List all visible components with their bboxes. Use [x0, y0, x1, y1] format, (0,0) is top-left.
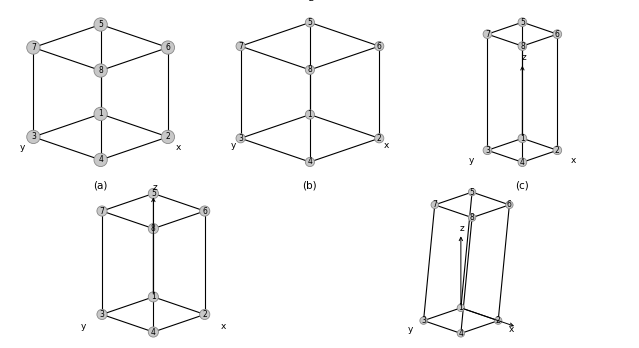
Text: z: z	[459, 224, 465, 233]
Circle shape	[518, 42, 527, 50]
Text: 7: 7	[433, 200, 437, 209]
Circle shape	[199, 206, 210, 216]
Text: 1: 1	[98, 109, 103, 118]
Text: 7: 7	[31, 43, 36, 52]
Text: 4: 4	[307, 158, 312, 166]
Text: x: x	[509, 325, 514, 334]
Circle shape	[97, 206, 107, 216]
Circle shape	[27, 41, 40, 54]
Circle shape	[483, 146, 492, 155]
Text: 5: 5	[470, 188, 475, 197]
Circle shape	[97, 309, 107, 319]
Text: 6: 6	[507, 200, 512, 209]
Text: 4: 4	[458, 329, 463, 338]
Text: 1: 1	[307, 110, 312, 119]
Text: (b): (b)	[303, 181, 317, 191]
Circle shape	[305, 65, 314, 74]
Circle shape	[374, 134, 384, 143]
Circle shape	[148, 188, 158, 199]
Text: 5: 5	[520, 18, 525, 27]
Circle shape	[161, 41, 174, 54]
Circle shape	[148, 223, 158, 234]
Circle shape	[518, 134, 527, 143]
Circle shape	[468, 188, 476, 196]
Text: x: x	[220, 322, 226, 331]
Circle shape	[94, 153, 107, 167]
Circle shape	[468, 214, 476, 221]
Text: 4: 4	[151, 327, 156, 337]
Text: 2: 2	[496, 316, 500, 325]
Text: z: z	[309, 0, 314, 3]
Text: 5: 5	[98, 20, 103, 29]
Circle shape	[305, 157, 314, 167]
Text: 2: 2	[203, 310, 207, 319]
Text: y: y	[469, 156, 474, 165]
Text: (a): (a)	[93, 181, 108, 191]
Circle shape	[457, 304, 465, 311]
Text: 8: 8	[470, 213, 474, 222]
Text: 7: 7	[100, 207, 104, 215]
Circle shape	[305, 110, 314, 119]
Circle shape	[148, 327, 158, 337]
Circle shape	[94, 64, 107, 77]
Text: 3: 3	[421, 316, 426, 325]
Text: x: x	[384, 141, 389, 150]
Text: 6: 6	[166, 43, 171, 52]
Text: 2: 2	[377, 134, 381, 143]
Text: z: z	[521, 53, 526, 62]
Circle shape	[161, 130, 174, 144]
Circle shape	[374, 41, 384, 51]
Text: y: y	[231, 141, 236, 150]
Text: 3: 3	[100, 310, 104, 319]
Text: 6: 6	[203, 207, 207, 215]
Text: y: y	[81, 322, 86, 331]
Circle shape	[199, 309, 210, 319]
Circle shape	[505, 201, 513, 208]
Circle shape	[495, 317, 502, 324]
Text: 8: 8	[151, 224, 156, 233]
Text: x: x	[571, 156, 576, 165]
Circle shape	[553, 146, 562, 155]
Text: y: y	[20, 143, 26, 152]
Text: 2: 2	[555, 146, 560, 155]
Circle shape	[94, 107, 107, 120]
Text: x: x	[176, 143, 181, 152]
Text: 3: 3	[31, 132, 36, 141]
Text: 1: 1	[520, 134, 525, 143]
Text: 1: 1	[151, 292, 156, 301]
Text: 7: 7	[485, 30, 490, 39]
Text: z: z	[153, 183, 157, 192]
Text: 8: 8	[520, 42, 525, 50]
Circle shape	[457, 330, 465, 337]
Text: (c): (c)	[516, 181, 529, 191]
Text: 8: 8	[307, 65, 312, 74]
Text: 4: 4	[520, 158, 525, 167]
Circle shape	[148, 292, 158, 302]
Circle shape	[518, 158, 527, 167]
Text: 6: 6	[377, 42, 381, 51]
Circle shape	[27, 130, 40, 144]
Text: 2: 2	[166, 132, 170, 141]
Circle shape	[420, 317, 427, 324]
Text: 3: 3	[485, 146, 490, 155]
Text: 8: 8	[98, 66, 103, 75]
Text: 5: 5	[307, 18, 312, 27]
Text: 1: 1	[459, 303, 463, 313]
Text: y: y	[408, 325, 413, 334]
Text: 5: 5	[151, 189, 156, 198]
Text: 3: 3	[238, 134, 243, 143]
Text: 4: 4	[98, 156, 103, 164]
Circle shape	[518, 18, 527, 26]
Text: 7: 7	[238, 42, 243, 51]
Circle shape	[305, 18, 314, 27]
Text: 6: 6	[555, 30, 560, 39]
Circle shape	[483, 30, 492, 39]
Circle shape	[94, 18, 107, 31]
Circle shape	[236, 41, 245, 51]
Circle shape	[553, 30, 562, 39]
Circle shape	[236, 134, 245, 143]
Circle shape	[431, 201, 438, 208]
